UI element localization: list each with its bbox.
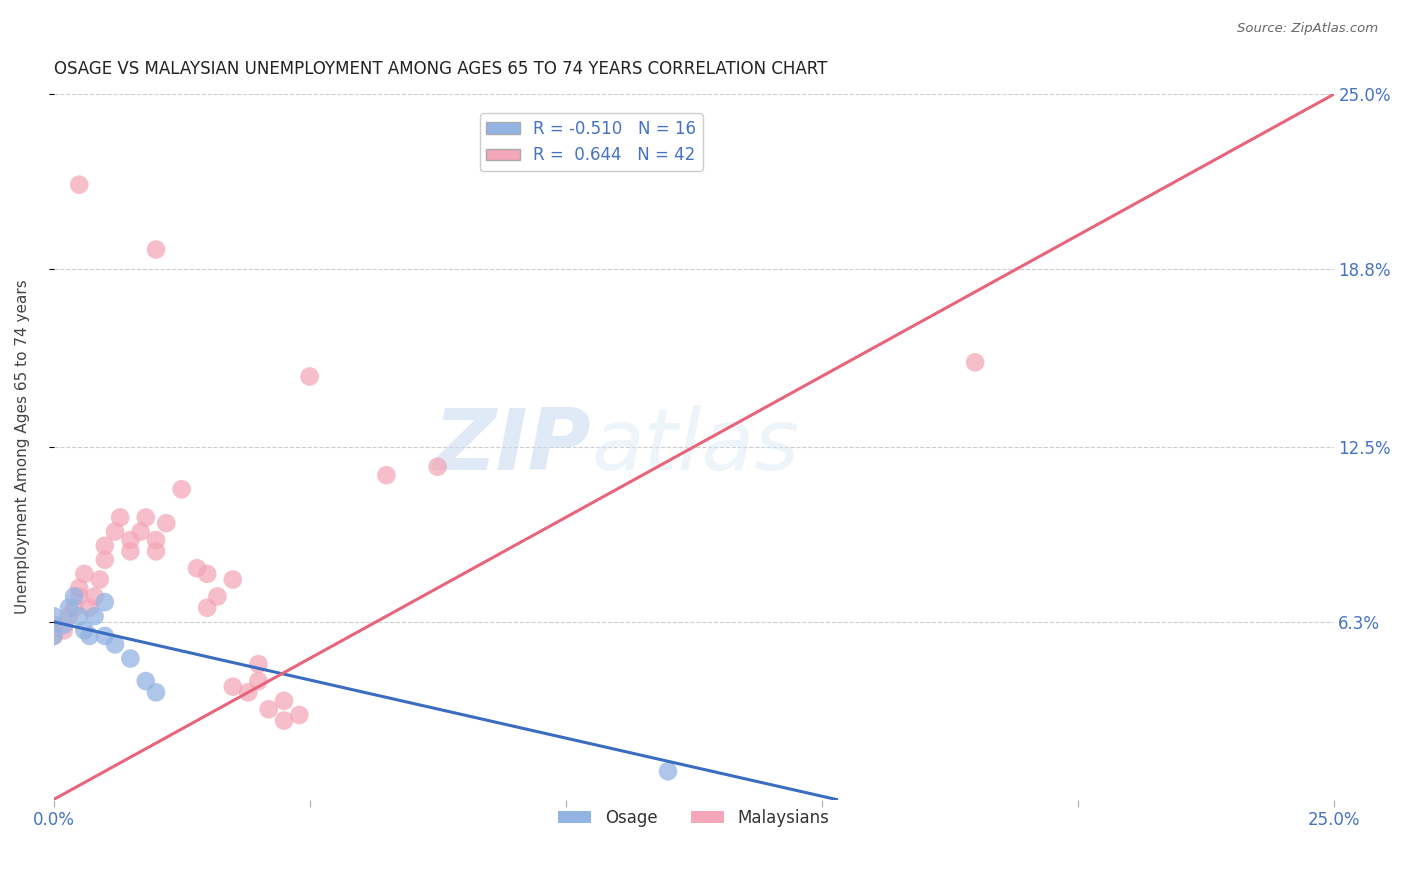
Point [222, 573, 245, 587]
Point [195, 566, 218, 581]
Point [73, 566, 96, 581]
Text: Source: ZipAtlas.com: Source: ZipAtlas.com [1237, 22, 1378, 36]
Point [58, 609, 80, 624]
Point [273, 714, 295, 728]
Point [67, 590, 90, 604]
Point [145, 533, 167, 547]
Point [426, 459, 449, 474]
Point [104, 524, 127, 539]
Point [58, 600, 80, 615]
Point [83, 609, 105, 624]
Point [94, 553, 117, 567]
Point [89, 573, 111, 587]
Point [42, 609, 65, 624]
Point [375, 468, 398, 483]
Point [257, 702, 280, 716]
Text: atlas: atlas [591, 406, 799, 489]
Point [73, 624, 96, 638]
Point [79, 629, 101, 643]
Point [135, 510, 157, 524]
Point [42, 617, 65, 632]
Point [207, 590, 229, 604]
Point [236, 685, 259, 699]
Point [67, 609, 90, 624]
Point [288, 707, 311, 722]
Point [67, 581, 90, 595]
Point [135, 674, 157, 689]
Point [145, 544, 167, 558]
Point [42, 629, 65, 643]
Point [195, 600, 218, 615]
Point [52, 624, 75, 638]
Point [52, 617, 75, 632]
Point [108, 510, 131, 524]
Text: ZIP: ZIP [433, 406, 591, 489]
Point [63, 590, 86, 604]
Point [145, 243, 167, 257]
Point [120, 544, 142, 558]
Text: OSAGE VS MALAYSIAN UNEMPLOYMENT AMONG AGES 65 TO 74 YEARS CORRELATION CHART: OSAGE VS MALAYSIAN UNEMPLOYMENT AMONG AG… [53, 60, 827, 78]
Point [657, 764, 679, 779]
Point [79, 600, 101, 615]
Point [104, 637, 127, 651]
Point [222, 680, 245, 694]
Point [155, 516, 177, 530]
Point [247, 674, 270, 689]
Y-axis label: Unemployment Among Ages 65 to 74 years: Unemployment Among Ages 65 to 74 years [15, 279, 30, 615]
Point [247, 657, 270, 672]
Point [145, 685, 167, 699]
Point [170, 483, 193, 497]
Point [120, 533, 142, 547]
Point [94, 595, 117, 609]
Point [83, 590, 105, 604]
Point [94, 539, 117, 553]
Point [94, 629, 117, 643]
Point [965, 355, 987, 369]
Point [273, 694, 295, 708]
Point [129, 524, 152, 539]
Point [186, 561, 208, 575]
Point [42, 629, 65, 643]
Point [67, 178, 90, 192]
Point [120, 651, 142, 665]
Point [63, 600, 86, 615]
Point [298, 369, 321, 384]
Legend: Osage, Malaysians: Osage, Malaysians [551, 802, 835, 833]
